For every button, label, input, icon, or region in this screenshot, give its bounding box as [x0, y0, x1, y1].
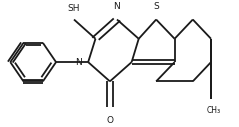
Text: N: N [114, 2, 120, 11]
Text: N: N [75, 58, 82, 67]
Text: O: O [106, 116, 113, 125]
Text: CH₃: CH₃ [206, 106, 221, 115]
Text: S: S [153, 2, 159, 11]
Text: SH: SH [68, 4, 80, 13]
